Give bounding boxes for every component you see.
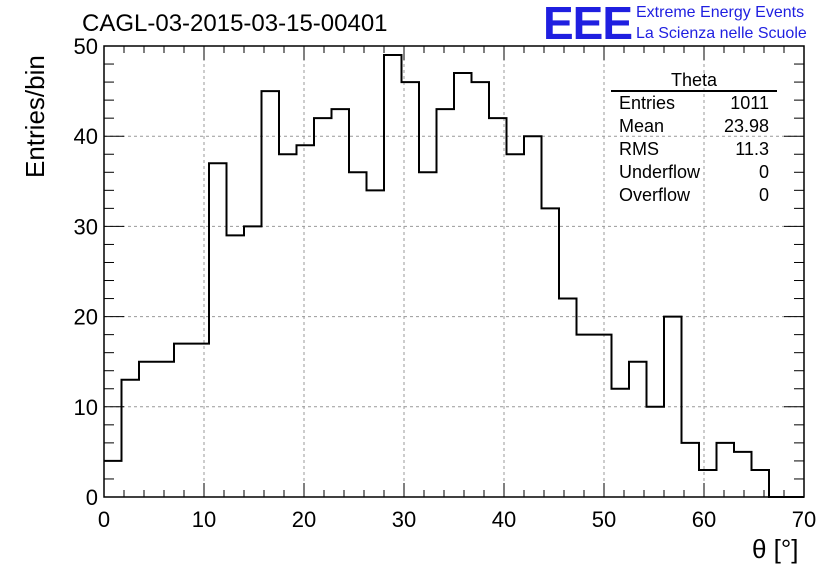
stats-row-overflow: Overflow 0 — [611, 184, 777, 207]
stats-value: 23.98 — [723, 116, 769, 136]
histogram-bin — [262, 91, 280, 497]
stats-value: 0 — [758, 162, 769, 182]
histogram-series — [104, 54, 804, 498]
x-axis-label: θ [°] — [752, 534, 799, 564]
x-tick-label: 30 — [392, 507, 416, 532]
logo-line-2: La Scienza nelle Scuole — [636, 25, 807, 42]
stats-label: RMS — [619, 139, 659, 159]
plot-frame — [103, 45, 805, 498]
histogram-bin — [682, 443, 700, 497]
x-tick-label: 70 — [792, 507, 816, 532]
histogram-bin — [437, 109, 455, 497]
y-axis-label: Entries/bin — [20, 55, 50, 178]
x-tick-label: 50 — [592, 507, 616, 532]
histogram-bin — [612, 389, 630, 497]
histogram-bin — [559, 299, 577, 497]
histogram-bin — [384, 55, 402, 497]
histogram-bin — [629, 362, 647, 497]
stats-box: Theta Entries 1011 Mean 23.98 RMS 11.3 Unde… — [611, 70, 777, 207]
histogram-bin — [454, 73, 472, 497]
stats-value: 0 — [758, 185, 769, 205]
histogram-bin — [717, 443, 735, 497]
histogram-bin — [699, 470, 717, 497]
histogram-bin — [577, 335, 595, 497]
histogram-bin — [227, 235, 245, 497]
histogram-bin — [419, 172, 437, 497]
stats-row-mean: Mean 23.98 — [611, 115, 777, 138]
y-tick-label: 20 — [74, 305, 98, 330]
logo-line-1: Extreme Energy Events — [636, 4, 805, 21]
histogram-bin — [472, 82, 490, 497]
stats-label: Entries — [619, 93, 676, 113]
x-tick-label: 40 — [492, 507, 516, 532]
y-tick-label: 0 — [86, 485, 98, 510]
eee-logo: EEE — [543, 0, 633, 49]
chart-title: CAGL-03-2015-03-15-00401 — [82, 10, 388, 37]
histogram-bin — [139, 362, 157, 497]
histogram-bin — [157, 362, 175, 497]
histogram-bin — [209, 163, 227, 497]
histogram-bin — [542, 208, 560, 497]
y-tick-label: 40 — [74, 124, 98, 149]
stats-label: Underflow — [619, 162, 701, 182]
x-tick-label: 20 — [292, 507, 316, 532]
stats-row-rms: RMS 11.3 — [611, 138, 777, 161]
histogram-bin — [367, 190, 385, 497]
histogram-bin — [647, 407, 665, 497]
histogram-bin — [192, 344, 210, 497]
histogram-bin — [122, 380, 140, 497]
stats-value: 11.3 — [735, 139, 769, 159]
histogram-bin — [279, 154, 297, 497]
histogram-bin — [734, 452, 752, 497]
x-tick-label: 0 — [98, 507, 110, 532]
y-tick-label: 50 — [74, 34, 98, 59]
histogram-bin — [244, 226, 262, 497]
stats-value: 1011 — [730, 93, 769, 113]
stats-row-underflow: Underflow 0 — [611, 161, 777, 184]
histogram-bin — [349, 172, 367, 497]
histogram-bin — [174, 344, 192, 497]
stats-row-entries: Entries 1011 — [611, 92, 777, 115]
histogram-bin — [507, 154, 525, 497]
y-tick-label: 10 — [74, 395, 98, 420]
stats-label: Mean — [619, 116, 665, 136]
histogram-bin — [664, 317, 682, 497]
histogram-bin — [314, 118, 332, 497]
x-tick-label: 10 — [192, 507, 216, 532]
stats-title: Theta — [611, 70, 777, 92]
x-tick-label: 60 — [692, 507, 716, 532]
histogram-bin — [752, 470, 770, 497]
histogram-bin — [594, 335, 612, 497]
stats-label: Overflow — [619, 185, 691, 205]
y-tick-label: 30 — [74, 214, 98, 239]
histogram-bin — [332, 109, 350, 497]
histogram-bin — [297, 145, 315, 497]
